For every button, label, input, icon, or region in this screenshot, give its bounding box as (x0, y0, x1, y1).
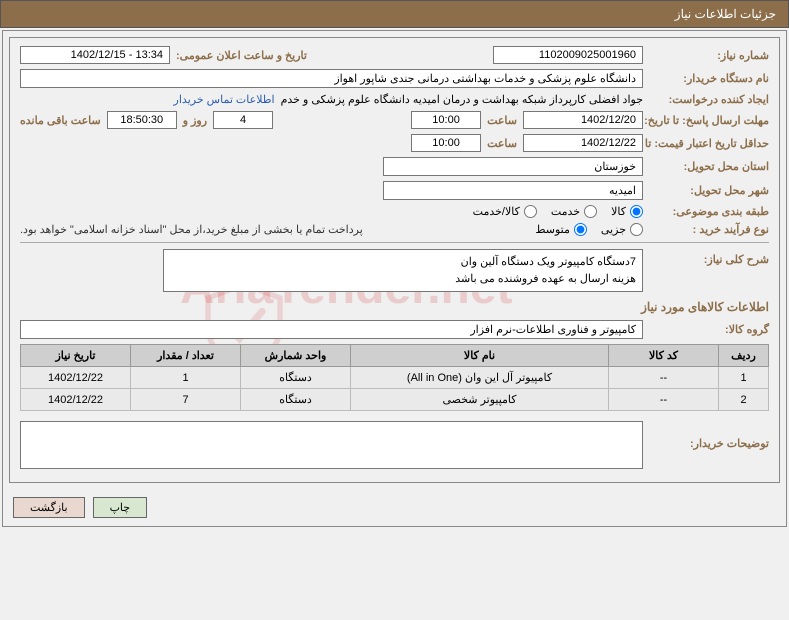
payment-note: پرداخت تمام یا بخشی از مبلغ خرید،از محل … (20, 223, 363, 236)
hour-label-2: ساعت (487, 137, 517, 150)
announce-datetime-field: 13:34 - 1402/12/15 (20, 46, 170, 64)
print-button[interactable]: چاپ (93, 497, 148, 518)
category-label: طبقه بندی موضوعی: (649, 205, 769, 218)
province-label: استان محل تحویل: (649, 160, 769, 173)
contact-link[interactable]: اطلاعات تماس خریدار (174, 93, 275, 106)
validity-date-field: 1402/12/22 (523, 134, 643, 152)
radio-service-input[interactable] (584, 205, 597, 218)
goods-group-label: گروه کالا: (649, 323, 769, 336)
response-deadline-label: مهلت ارسال پاسخ: تا تاریخ: (649, 114, 769, 127)
goods-group-field: کامپیوتر و فناوری اطلاعات-نرم افزار (20, 320, 643, 339)
th-name: نام کالا (351, 345, 609, 367)
remaining-time-field: 18:50:30 (107, 111, 177, 129)
items-tbody: 1 -- کامپیوتر آل این وان (All in One) دس… (21, 367, 769, 411)
table-row: 2 -- کامپیوتر شخصی دستگاه 7 1402/12/22 (21, 389, 769, 411)
buyer-org-field: دانشگاه علوم پزشکی و خدمات بهداشتی درمان… (20, 69, 643, 88)
buyer-org-label: نام دستگاه خریدار: (649, 72, 769, 85)
th-unit: واحد شمارش (241, 345, 351, 367)
purchase-type-radio-group: جزیی متوسط (535, 223, 643, 236)
th-date: تاریخ نیاز (21, 345, 131, 367)
radio-medium[interactable]: متوسط (535, 223, 587, 236)
radio-partial[interactable]: جزیی (601, 223, 643, 236)
back-button[interactable]: بازگشت (13, 497, 85, 518)
th-code: کد کالا (609, 345, 719, 367)
th-qty: تعداد / مقدار (131, 345, 241, 367)
radio-partial-input[interactable] (630, 223, 643, 236)
need-number-label: شماره نیاز: (649, 49, 769, 62)
main-panel: شماره نیاز: 1102009025001960 تاریخ و ساع… (2, 30, 787, 527)
items-table: ردیف کد کالا نام کالا واحد شمارش تعداد /… (20, 344, 769, 411)
panel-header: جزئیات اطلاعات نیاز (0, 0, 789, 28)
hour-label-1: ساعت (487, 114, 517, 127)
requester-field: جواد افضلی کارپرداز شبکه بهداشت و درمان … (281, 93, 643, 106)
days-and-label: روز و (183, 114, 207, 127)
purchase-type-label: نوع فرآیند خرید : (649, 223, 769, 236)
buyer-notes-label: توضیحات خریدار: (649, 421, 769, 450)
announce-datetime-label: تاریخ و ساعت اعلان عمومی: (176, 49, 307, 62)
category-radio-group: کالا خدمت کالا/خدمت (473, 205, 643, 218)
requester-label: ایجاد کننده درخواست: (649, 93, 769, 106)
city-field: امیدیه (383, 181, 643, 200)
city-label: شهر محل تحویل: (649, 184, 769, 197)
need-number-field: 1102009025001960 (493, 46, 643, 64)
need-desc-field: 7دستگاه کامپیوتر ویک دستگاه آلین وان هزی… (163, 249, 643, 292)
radio-goods-service[interactable]: کالا/خدمت (473, 205, 537, 218)
button-row: چاپ بازگشت (9, 489, 780, 520)
hours-remaining-label: ساعت باقی مانده (20, 114, 101, 127)
remaining-days-field: 4 (213, 111, 273, 129)
buyer-notes-field (20, 421, 643, 469)
radio-medium-input[interactable] (574, 223, 587, 236)
panel-title: جزئیات اطلاعات نیاز (675, 7, 776, 21)
details-panel: شماره نیاز: 1102009025001960 تاریخ و ساع… (9, 37, 780, 483)
response-time-field: 10:00 (411, 111, 481, 129)
radio-goods-service-input[interactable] (524, 205, 537, 218)
response-date-field: 1402/12/20 (523, 111, 643, 129)
need-desc-label: شرح کلی نیاز: (649, 249, 769, 266)
radio-goods[interactable]: کالا (611, 205, 643, 218)
th-row: ردیف (719, 345, 769, 367)
table-row: 1 -- کامپیوتر آل این وان (All in One) دس… (21, 367, 769, 389)
validity-time-field: 10:00 (411, 134, 481, 152)
radio-goods-input[interactable] (630, 205, 643, 218)
goods-info-title: اطلاعات کالاهای مورد نیاز (20, 300, 769, 314)
price-validity-label: حداقل تاریخ اعتبار قیمت: تا تاریخ: (649, 137, 769, 150)
radio-service[interactable]: خدمت (551, 205, 597, 218)
province-field: خوزستان (383, 157, 643, 176)
